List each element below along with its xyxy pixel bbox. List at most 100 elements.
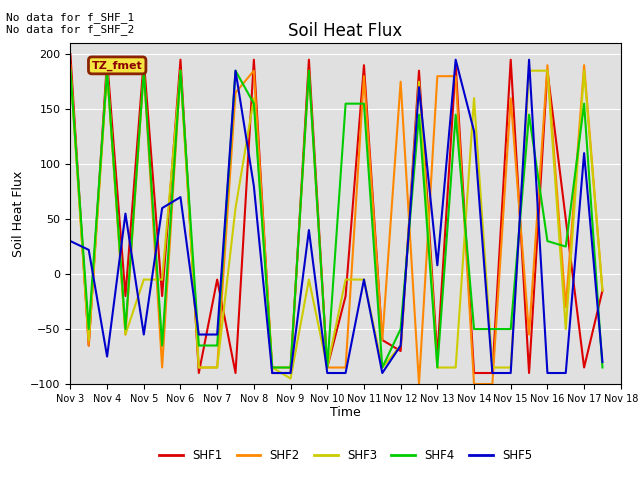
SHF5 (140, 332, 148, 337)
SHF2 (232, 90, 239, 96)
SHF1 (67, 51, 74, 57)
SHF2 (140, 68, 148, 73)
SHF3 (433, 365, 441, 371)
SHF2 (580, 62, 588, 68)
SHF5 (67, 238, 74, 244)
SHF2 (433, 73, 441, 79)
SHF1 (177, 57, 184, 62)
SHF1 (562, 216, 570, 222)
X-axis label: Time: Time (330, 407, 361, 420)
SHF2 (268, 365, 276, 371)
SHF1 (158, 293, 166, 299)
SHF5 (232, 68, 239, 73)
SHF4 (598, 365, 606, 371)
SHF4 (177, 68, 184, 73)
SHF2 (562, 304, 570, 310)
SHF2 (103, 68, 111, 73)
SHF5 (177, 194, 184, 200)
SHF1 (360, 62, 368, 68)
SHF2 (195, 365, 203, 371)
SHF4 (397, 326, 404, 332)
SHF2 (507, 96, 515, 101)
SHF2 (213, 365, 221, 371)
Text: No data for f_SHF_1
No data for f_SHF_2: No data for f_SHF_1 No data for f_SHF_2 (6, 12, 134, 36)
SHF3 (580, 68, 588, 73)
SHF4 (470, 326, 478, 332)
SHF1 (268, 370, 276, 376)
SHF5 (562, 370, 570, 376)
SHF2 (67, 62, 74, 68)
SHF2 (360, 73, 368, 79)
SHF1 (470, 370, 478, 376)
SHF1 (122, 293, 129, 299)
SHF3 (232, 205, 239, 211)
SHF1 (507, 57, 515, 62)
SHF3 (177, 68, 184, 73)
SHF1 (433, 354, 441, 360)
SHF2 (452, 73, 460, 79)
SHF3 (213, 365, 221, 371)
Line: SHF1: SHF1 (70, 54, 602, 373)
SHF4 (580, 101, 588, 107)
SHF5 (598, 359, 606, 365)
SHF4 (85, 326, 93, 332)
SHF4 (360, 101, 368, 107)
SHF4 (415, 112, 423, 118)
SHF2 (378, 337, 386, 343)
SHF1 (488, 370, 496, 376)
SHF3 (452, 365, 460, 371)
SHF4 (433, 365, 441, 371)
SHF3 (268, 365, 276, 371)
SHF2 (488, 381, 496, 387)
SHF5 (213, 332, 221, 337)
SHF4 (103, 68, 111, 73)
SHF1 (580, 365, 588, 371)
SHF4 (305, 68, 313, 73)
SHF5 (122, 211, 129, 216)
SHF2 (177, 68, 184, 73)
SHF5 (378, 370, 386, 376)
SHF1 (140, 57, 148, 62)
SHF4 (232, 68, 239, 73)
Text: TZ_fmet: TZ_fmet (92, 60, 143, 71)
SHF1 (287, 370, 294, 376)
SHF5 (342, 370, 349, 376)
SHF4 (378, 365, 386, 371)
SHF3 (397, 343, 404, 348)
SHF5 (452, 57, 460, 62)
SHF1 (415, 68, 423, 73)
SHF2 (305, 68, 313, 73)
SHF5 (195, 332, 203, 337)
SHF4 (342, 101, 349, 107)
SHF3 (470, 96, 478, 101)
SHF2 (287, 365, 294, 371)
SHF5 (268, 370, 276, 376)
SHF3 (67, 68, 74, 73)
SHF5 (250, 183, 258, 189)
SHF1 (543, 68, 551, 73)
Legend: SHF1, SHF2, SHF3, SHF4, SHF5: SHF1, SHF2, SHF3, SHF4, SHF5 (154, 444, 537, 467)
SHF4 (140, 68, 148, 73)
SHF4 (507, 326, 515, 332)
SHF4 (158, 343, 166, 348)
SHF3 (415, 79, 423, 84)
SHF3 (378, 365, 386, 371)
SHF5 (580, 150, 588, 156)
SHF4 (287, 365, 294, 371)
SHF1 (213, 276, 221, 282)
SHF1 (232, 370, 239, 376)
SHF4 (213, 343, 221, 348)
SHF2 (85, 343, 93, 348)
SHF5 (543, 370, 551, 376)
SHF2 (250, 68, 258, 73)
SHF2 (158, 365, 166, 371)
SHF1 (452, 62, 460, 68)
SHF2 (323, 365, 331, 371)
SHF1 (397, 348, 404, 354)
SHF3 (122, 332, 129, 337)
SHF1 (250, 57, 258, 62)
SHF5 (287, 370, 294, 376)
SHF3 (342, 276, 349, 282)
SHF4 (488, 326, 496, 332)
SHF1 (378, 337, 386, 343)
